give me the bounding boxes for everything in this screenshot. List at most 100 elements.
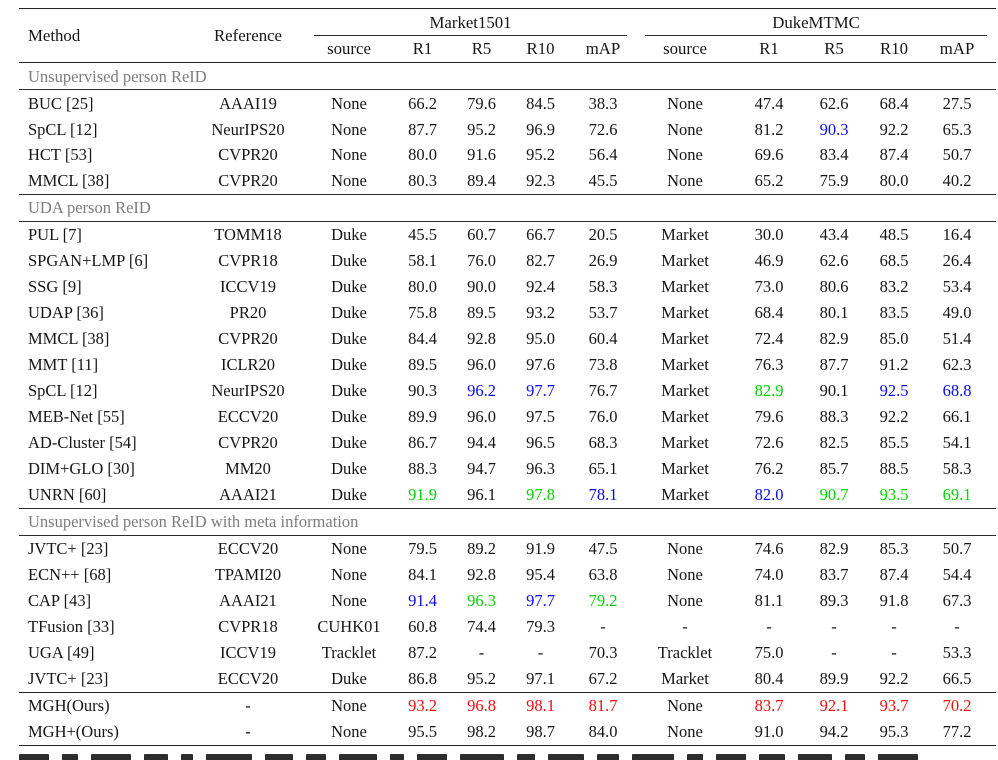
duke-r10-cell: 92.2 xyxy=(879,407,909,427)
market-r10-cell: 97.5 xyxy=(526,407,555,427)
reference-cell: ECCV20 xyxy=(217,407,279,427)
duke-r5-cell: 92.1 xyxy=(819,695,849,715)
duke-r10-cell: 68.4 xyxy=(879,93,909,113)
market-r10-cell: 96.5 xyxy=(526,433,555,453)
cropped-glyph-top xyxy=(144,754,168,760)
market-r5-cell: 98.2 xyxy=(467,721,496,741)
market-r1-cell: 45.5 xyxy=(408,225,437,245)
reference-cell: CVPR20 xyxy=(218,171,278,191)
cropped-glyph-top xyxy=(19,754,49,760)
cropped-glyph-top xyxy=(339,754,377,760)
market-map-cell: 73.8 xyxy=(588,355,618,375)
method-cell: SpCL [12] xyxy=(28,119,98,139)
duke-map-cell: 40.2 xyxy=(942,171,972,191)
table-row: UGA [49] ICCV19 Tracklet 87.2 - - 70.3 Tracklet… xyxy=(19,640,996,666)
method-cell: DIM+GLO [30] xyxy=(28,459,135,479)
duke-r1-cell: 75.0 xyxy=(754,642,784,662)
market-source-cell: Duke xyxy=(331,329,367,349)
duke-map-cell: 66.5 xyxy=(942,668,972,688)
duke-r10-cell: 83.2 xyxy=(879,277,909,297)
market-r5-cell: 89.2 xyxy=(467,539,496,558)
duke-r5-cell: 89.3 xyxy=(819,590,849,610)
market-source-cell: None xyxy=(331,145,367,165)
market-source-cell: None xyxy=(331,93,367,113)
market-r10-cell: 98.1 xyxy=(526,695,555,715)
market-map-cell: 79.2 xyxy=(588,590,618,610)
duke-r5-cell: 62.6 xyxy=(819,93,849,113)
duke-r5-cell: 80.1 xyxy=(819,303,849,323)
market-r1-cell: 75.8 xyxy=(408,303,437,323)
table-row: ECN++ [68] TPAMI20 None 84.1 92.8 95.4 63.8 Non… xyxy=(19,562,996,588)
reference-cell: CVPR20 xyxy=(218,329,278,349)
market-source-cell: None xyxy=(331,564,367,584)
table-body: Unsupervised person ReID BUC [25] AAAI19 No… xyxy=(19,62,997,745)
market-source-cell: None xyxy=(331,721,367,741)
duke-r5-cell: - xyxy=(831,642,837,662)
market-r1-cell: 89.5 xyxy=(408,355,437,375)
market-map-cell: 26.9 xyxy=(588,251,618,271)
duke-r1-cell: 83.7 xyxy=(754,695,784,715)
market-r5-cell: 95.2 xyxy=(467,668,496,688)
method-cell: HCT [53] xyxy=(28,145,93,165)
method-cell: MMCL [38] xyxy=(28,171,110,191)
market-map-cell: 68.3 xyxy=(588,433,618,453)
duke-map-cell: 50.7 xyxy=(942,539,972,558)
duke-source-cell: Market xyxy=(661,355,709,375)
duke-r5-cell: 90.7 xyxy=(819,485,849,505)
market-r1-cell: 90.3 xyxy=(408,381,437,401)
cropped-glyph-top xyxy=(306,754,326,760)
table-row: MGH(Ours) - None 93.2 96.8 98.1 81.7 None 83.7 92… xyxy=(19,692,997,718)
reference-cell: ICCV19 xyxy=(220,277,276,297)
duke-map-cell: 16.4 xyxy=(942,225,972,245)
market-r5-cell: 96.8 xyxy=(467,695,496,715)
section-title: Unsupervised person ReID with meta infor… xyxy=(28,512,359,532)
cropped-glyph-top xyxy=(798,754,832,760)
market-source-cell: Duke xyxy=(331,277,367,297)
duke-r5-cell: 90.3 xyxy=(819,119,849,139)
market-r10-cell: 92.4 xyxy=(526,277,555,297)
duke-r5-cell: 82.5 xyxy=(819,433,849,453)
market-r5-cell: 94.4 xyxy=(467,433,496,453)
market-r10-cell: 97.6 xyxy=(526,355,555,375)
duke-r10-cell: 91.2 xyxy=(879,355,909,375)
cropped-glyph-top xyxy=(460,754,504,760)
duke-map-cell: 77.2 xyxy=(942,721,972,741)
market-source-cell: Duke xyxy=(331,303,367,323)
reference-header: Reference xyxy=(191,8,305,64)
group-header-dukemtmc: DukeMTMC xyxy=(636,8,997,36)
market-r5-cell: - xyxy=(478,642,485,662)
table-row: AD-Cluster [54] CVPR20 Duke 86.7 94.4 96.5 68.… xyxy=(19,430,996,456)
market-r5-cell: 79.6 xyxy=(467,93,496,113)
duke-source-cell: Market xyxy=(661,407,709,427)
method-cell: SPGAN+LMP [6] xyxy=(28,251,149,271)
duke-r1-cell: 76.2 xyxy=(754,459,784,479)
duke-r10-cell: 85.3 xyxy=(879,539,909,558)
reference-cell: MM20 xyxy=(225,459,271,479)
reference-cell: CVPR20 xyxy=(218,433,278,453)
duke-r5-cell: 85.7 xyxy=(819,459,849,479)
market-r1-cell: 86.7 xyxy=(408,433,437,453)
market-r10-cell: 96.3 xyxy=(526,459,555,479)
duke-r10-cell: 48.5 xyxy=(879,225,909,245)
market-map-cell: 58.3 xyxy=(588,277,618,297)
table-row: MGH+(Ours) - None 95.5 98.2 98.7 84.0 None 91.0 9… xyxy=(19,719,996,745)
method-header: Method xyxy=(19,8,191,64)
reference-cell: ICCV19 xyxy=(220,642,276,662)
market-r5-cell: 60.7 xyxy=(467,225,496,245)
subheader-market-r5: R5 xyxy=(452,35,511,64)
market-map-cell: - xyxy=(600,616,606,636)
subheader-duke-map: mAP xyxy=(924,35,997,64)
cropped-glyph-top xyxy=(390,754,404,760)
market-source-cell: Duke xyxy=(331,381,367,401)
duke-r1-cell: 91.0 xyxy=(754,721,784,741)
table-row: SPGAN+LMP [6] CVPR18 Duke 58.1 76.0 82.7 26.9 M… xyxy=(19,248,996,274)
cropped-text-fragment xyxy=(19,754,996,760)
market-r1-cell: 88.3 xyxy=(408,459,437,479)
method-cell: TFusion [33] xyxy=(28,616,115,636)
subheader-duke-source: source xyxy=(636,35,734,64)
market-r1-cell: 84.4 xyxy=(408,329,437,349)
duke-r1-cell: 80.4 xyxy=(754,668,784,688)
duke-source-cell: Market xyxy=(661,277,709,297)
duke-r1-cell: 72.6 xyxy=(754,433,784,453)
duke-source-cell: Market xyxy=(661,433,709,453)
